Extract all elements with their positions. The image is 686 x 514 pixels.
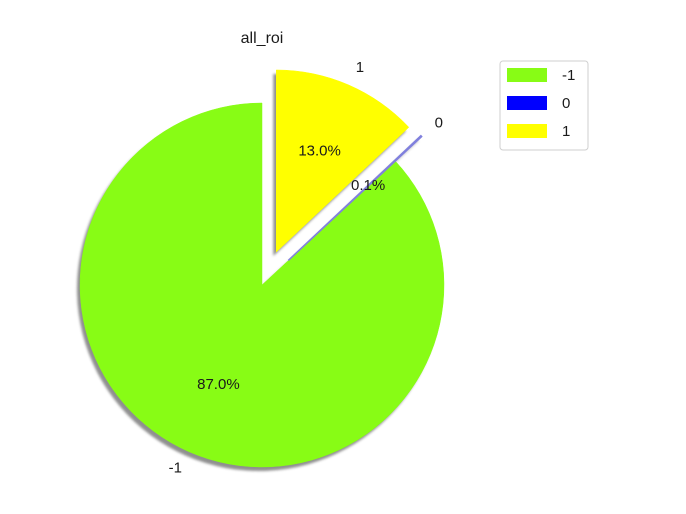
pie-outer-label-1: 1	[356, 59, 364, 76]
legend: -1 0 1	[499, 60, 589, 151]
legend-swatch--1	[507, 68, 547, 82]
legend-label-1: 1	[562, 123, 570, 140]
pie-outer-labels: -1 0 1	[169, 59, 443, 476]
pie-percent-label-1: 13.0%	[298, 143, 341, 160]
pie-percent-label--1: 87.0%	[197, 376, 240, 393]
chart-title: all_roi	[241, 30, 284, 47]
legend-swatch-1	[507, 124, 547, 138]
pie-outer-label-0: 0	[435, 115, 443, 132]
pie-percent-labels: 87.0% 0.1% 13.0%	[197, 143, 385, 393]
legend-swatch-0	[507, 96, 547, 110]
pie-slice--1	[79, 102, 445, 468]
pie-outer-label--1: -1	[169, 459, 182, 476]
pie-slices	[79, 69, 445, 468]
pie-percent-label-0: 0.1%	[351, 177, 385, 194]
legend-label-0: 0	[562, 95, 570, 112]
pie-slice-0	[287, 134, 423, 261]
legend-label--1: -1	[562, 67, 575, 84]
pie-slice-1	[276, 69, 410, 253]
